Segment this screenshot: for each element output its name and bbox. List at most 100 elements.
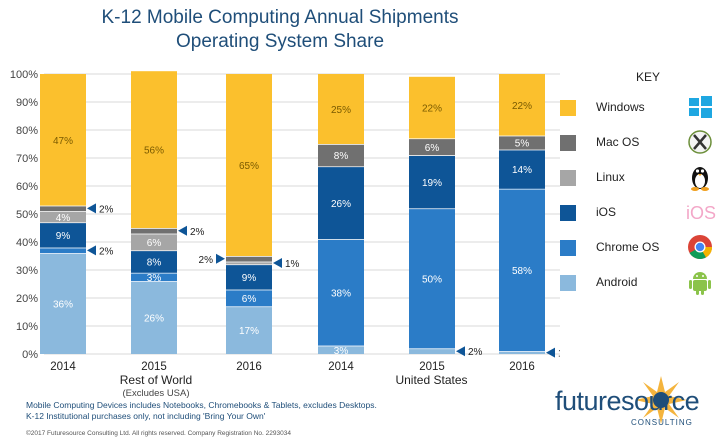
y-tick-label: 10% bbox=[16, 321, 38, 333]
data-label: 9% bbox=[242, 273, 257, 284]
bar-segment bbox=[40, 253, 86, 354]
callout-label: 2% bbox=[99, 246, 114, 257]
bar-segment bbox=[409, 208, 455, 349]
footnote-line1: Mobile Computing Devices includes Notebo… bbox=[26, 400, 377, 410]
x-tick-label: 2015 bbox=[419, 361, 445, 373]
legend-swatch bbox=[560, 135, 576, 151]
bar-segment bbox=[499, 135, 545, 150]
data-label: 17% bbox=[239, 326, 259, 337]
legend-label: Windows bbox=[596, 100, 645, 114]
legend-swatch bbox=[560, 205, 576, 221]
bar-segment bbox=[40, 222, 86, 248]
legend-label: iOS bbox=[596, 205, 617, 219]
legend-label: Mac OS bbox=[596, 135, 640, 149]
bar-segment bbox=[226, 264, 272, 290]
data-label: 5% bbox=[515, 139, 530, 150]
x-tick-label: 2015 bbox=[141, 361, 167, 373]
data-label: 19% bbox=[422, 178, 442, 189]
callout-label: 2% bbox=[468, 347, 483, 358]
copyright-text: ©2017 Futuresource Consulting Ltd. All r… bbox=[26, 430, 291, 437]
group-label: Rest of World bbox=[120, 373, 192, 387]
callout-label: 2% bbox=[99, 204, 114, 215]
chart-title-line2: Operating System Share bbox=[175, 31, 385, 52]
group-sublabel: (Excludes USA) bbox=[122, 388, 189, 399]
data-label: 38% bbox=[331, 288, 351, 299]
tux-penguin-icon bbox=[686, 163, 714, 191]
legend-item: Mac OS bbox=[560, 127, 718, 157]
logo-subtitle: CONSULTING bbox=[631, 418, 693, 427]
callout-arrow bbox=[87, 245, 96, 256]
y-tick-label: 40% bbox=[16, 237, 38, 249]
bar-segment bbox=[318, 345, 364, 354]
legend-swatch bbox=[560, 170, 576, 186]
bar-segment bbox=[131, 250, 177, 273]
bar-segment bbox=[318, 166, 364, 240]
bar-segment bbox=[226, 261, 272, 265]
callout-label: 2% bbox=[190, 227, 205, 238]
bar-segment bbox=[499, 188, 545, 352]
x-tick-label: 2014 bbox=[328, 361, 354, 373]
chrome-icon bbox=[686, 233, 714, 261]
legend-swatch bbox=[560, 240, 576, 256]
data-label: 3% bbox=[147, 273, 162, 284]
windows-icon bbox=[686, 93, 714, 121]
stacked-bar-chart: 0% 10% 20% 30% 40% 50% 60% 70% 80% 90% 100% 36% 9% 4%… bbox=[10, 69, 560, 399]
callout-arrow bbox=[87, 203, 96, 214]
bar-segment bbox=[40, 247, 86, 254]
chart-title: K-12 Mobile Computing Annual Shipments O… bbox=[0, 6, 560, 54]
data-label: 65% bbox=[239, 161, 259, 172]
data-label: 56% bbox=[144, 146, 164, 157]
logo-star-icon bbox=[635, 376, 687, 424]
x-tick-label: 2016 bbox=[236, 361, 262, 373]
legend-item: iOS iOS bbox=[560, 197, 718, 227]
data-label: 9% bbox=[56, 231, 71, 242]
x-tick-label: 2016 bbox=[509, 361, 535, 373]
chart-title-line1: K-12 Mobile Computing Annual Shipments bbox=[101, 7, 459, 28]
bar-segment bbox=[499, 149, 545, 189]
legend-swatch bbox=[560, 275, 576, 291]
legend-item: Windows bbox=[560, 92, 718, 122]
svg-text:iOS: iOS bbox=[686, 203, 716, 223]
callout-label: 1% bbox=[285, 259, 300, 270]
bar-segment bbox=[499, 74, 545, 136]
bar-segment bbox=[226, 306, 272, 354]
callout-arrow bbox=[273, 258, 282, 268]
data-label: 8% bbox=[334, 151, 349, 162]
data-label: 26% bbox=[331, 199, 351, 210]
legend-item: Chrome OS bbox=[560, 232, 718, 262]
bar-segment bbox=[409, 155, 455, 209]
bar-segment bbox=[409, 138, 455, 156]
bar-segment bbox=[318, 74, 364, 144]
legend-label: Chrome OS bbox=[596, 240, 660, 254]
callout-label: 2% bbox=[199, 255, 214, 266]
bar-segment bbox=[131, 71, 177, 228]
bar-segment bbox=[131, 281, 177, 354]
data-label: 14% bbox=[512, 165, 532, 176]
data-label: 58% bbox=[512, 266, 532, 277]
bar-segment bbox=[226, 74, 272, 256]
bar-segment bbox=[409, 76, 455, 139]
legend-label: Android bbox=[596, 275, 638, 289]
callout-arrow bbox=[546, 347, 555, 358]
ios-icon: iOS bbox=[686, 198, 716, 226]
y-tick-label: 0% bbox=[22, 349, 38, 361]
bar-segment bbox=[131, 233, 177, 251]
data-label: 8% bbox=[147, 258, 162, 269]
y-tick-label: 30% bbox=[16, 265, 38, 277]
logo-name: futuresource bbox=[555, 386, 700, 416]
callout-label: 1% bbox=[558, 349, 560, 360]
bar-segment bbox=[409, 348, 455, 354]
legend-item: Linux bbox=[560, 162, 718, 192]
data-label: 25% bbox=[331, 105, 351, 116]
y-tick-label: 70% bbox=[16, 153, 38, 165]
bar-segment bbox=[226, 256, 272, 262]
group-label: United States bbox=[395, 373, 467, 387]
bar-segment bbox=[131, 228, 177, 234]
data-label: 6% bbox=[425, 143, 440, 154]
y-tick-label: 100% bbox=[10, 69, 38, 81]
legend-title: KEY bbox=[636, 70, 661, 84]
y-tick-label: 90% bbox=[16, 97, 38, 109]
data-label: 22% bbox=[512, 101, 532, 112]
y-tick-label: 80% bbox=[16, 125, 38, 137]
data-label: 6% bbox=[147, 238, 162, 249]
